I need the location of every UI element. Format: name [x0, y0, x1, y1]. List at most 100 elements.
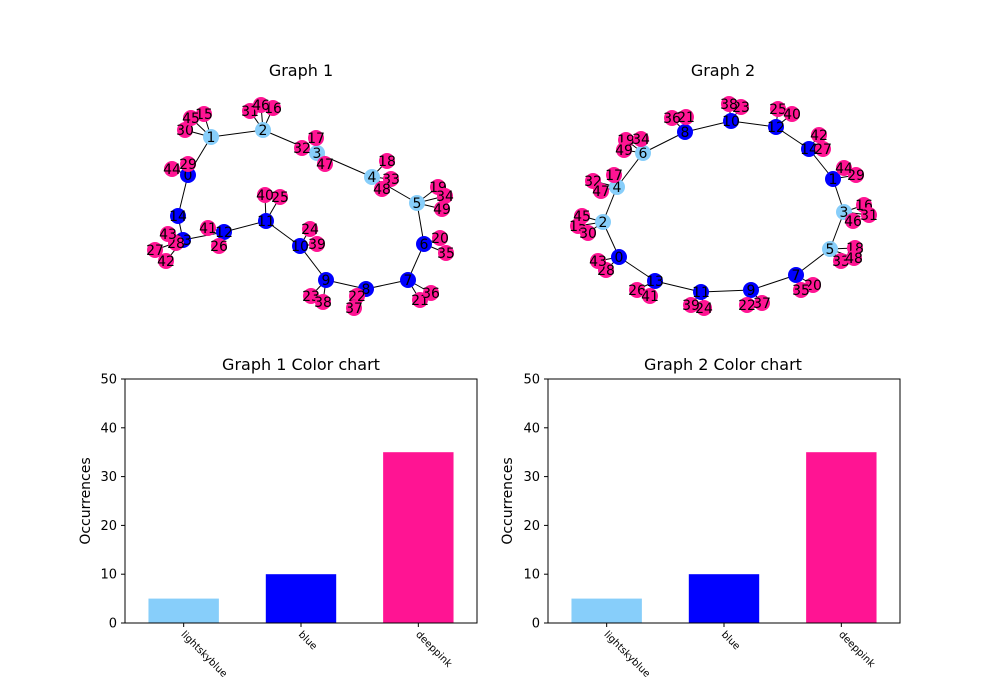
node-label: 26 — [628, 283, 646, 299]
node-circle — [317, 156, 333, 172]
node-circle — [846, 250, 862, 266]
node-circle — [203, 129, 219, 145]
node-circle — [265, 100, 281, 116]
node-circle — [180, 156, 196, 172]
node-circle — [255, 122, 271, 138]
node-circle — [805, 277, 821, 293]
node-label: 21 — [677, 110, 695, 126]
graph-2-node-1: 1 — [825, 171, 841, 188]
node-circle — [302, 221, 318, 237]
graph-2-node-24: 24 — [695, 300, 713, 317]
edge-9-11 — [700, 289, 752, 293]
graph-1-node-25: 25 — [271, 189, 289, 206]
node-label: 42 — [810, 128, 828, 144]
graph-2-node-43: 43 — [589, 253, 607, 270]
graph-2-node-8: 8 — [677, 124, 693, 141]
graph-1-node-11: 11 — [257, 213, 275, 230]
chart-2-y-ticks: 0 10 20 30 40 50 — [523, 373, 548, 632]
node-label: 44 — [163, 162, 181, 178]
graph-1-node-9: 9 — [318, 272, 334, 289]
graph-1-node-48: 48 — [373, 181, 391, 198]
graph-1-node-40: 40 — [256, 187, 274, 204]
graph-2-node-25: 25 — [769, 101, 787, 118]
node-circle — [309, 145, 325, 161]
graph-2-nodes: 1234567891011121314015161718192021222324… — [569, 96, 878, 317]
node-label: 18 — [378, 154, 396, 170]
graph-1-node-5: 5 — [409, 195, 425, 212]
node-label: 7 — [792, 268, 801, 284]
node-circle — [308, 130, 324, 146]
node-circle — [364, 169, 380, 185]
graph-2-color-chart: Graph 2 Color chart Occurrences 0 10 20 30 4… — [500, 355, 901, 680]
bar-deeppink — [806, 452, 877, 623]
graph-2-node-2: 2 — [595, 214, 611, 231]
node-label: 33 — [832, 254, 850, 270]
graph-2-node-14: 14 — [800, 141, 818, 158]
graph-2-node-45: 45 — [573, 208, 591, 225]
node-circle — [196, 106, 212, 122]
node-circle — [379, 153, 395, 169]
node-label: 46 — [252, 98, 270, 114]
node-label: 17 — [605, 168, 623, 184]
node-circle — [349, 288, 365, 304]
node-circle — [170, 208, 186, 224]
graph-1-title: Graph 1 — [269, 61, 333, 80]
graph-2-panel: Graph 2 12345678910111213140151617181920… — [569, 61, 878, 317]
node-label: 9 — [747, 283, 756, 299]
node-label: 43 — [589, 254, 607, 270]
y-tick-label: 50 — [523, 373, 540, 388]
graph-1-node-7: 7 — [400, 272, 416, 289]
node-circle — [616, 142, 632, 158]
chart-1-ylabel: Occurrences — [78, 457, 94, 544]
graph-2-node-21: 21 — [677, 109, 695, 126]
node-label: 6 — [420, 237, 429, 253]
bar-lightskyblue — [571, 598, 642, 623]
graph-1-node-30: 30 — [176, 122, 194, 139]
graph-2-node-10: 10 — [722, 113, 740, 130]
chart-1-y-ticks: 0 10 20 30 40 50 — [100, 373, 125, 632]
node-circle — [721, 96, 737, 112]
graph-2-node-48: 48 — [845, 250, 863, 267]
graph-2-node-31: 31 — [860, 207, 878, 224]
y-tick-label: 0 — [532, 617, 540, 632]
node-circle — [303, 288, 319, 304]
node-label: 22 — [738, 298, 756, 314]
node-circle — [315, 294, 331, 310]
graph-2-node-46: 46 — [844, 213, 862, 230]
node-circle — [437, 188, 453, 204]
node-label: 13 — [646, 274, 664, 290]
node-label: 49 — [433, 202, 451, 218]
node-label: 12 — [767, 120, 785, 136]
node-label: 12 — [215, 225, 233, 241]
node-circle — [423, 285, 439, 301]
node-circle — [318, 272, 334, 288]
node-label: 45 — [182, 111, 200, 127]
graph-2-node-30: 30 — [579, 225, 597, 242]
node-circle — [754, 295, 770, 311]
node-label: 37 — [753, 296, 771, 312]
node-label: 1 — [829, 172, 838, 188]
node-circle — [257, 187, 273, 203]
node-label: 41 — [641, 289, 659, 305]
node-label: 20 — [431, 231, 449, 247]
node-label: 29 — [847, 168, 865, 184]
node-circle — [693, 284, 709, 300]
node-label: 0 — [184, 168, 193, 184]
node-label: 35 — [437, 246, 455, 262]
graph-1-node-10: 10 — [291, 238, 309, 255]
node-circle — [253, 97, 269, 113]
graph-2-node-5: 5 — [822, 241, 838, 258]
node-label: 47 — [316, 157, 334, 173]
node-circle — [678, 109, 694, 125]
node-label: 4 — [368, 170, 377, 186]
node-circle — [845, 213, 861, 229]
node-circle — [590, 253, 606, 269]
node-label: 15 — [195, 107, 213, 123]
node-label: 43 — [159, 227, 177, 243]
graph-2-node-39: 39 — [682, 297, 700, 314]
graph-2-node-49: 49 — [615, 142, 633, 159]
chart-2-bars — [571, 452, 877, 623]
graph-2-node-4: 4 — [609, 179, 625, 196]
chart-1-axes-frame — [124, 378, 478, 624]
graph-2-node-13: 13 — [646, 273, 664, 290]
